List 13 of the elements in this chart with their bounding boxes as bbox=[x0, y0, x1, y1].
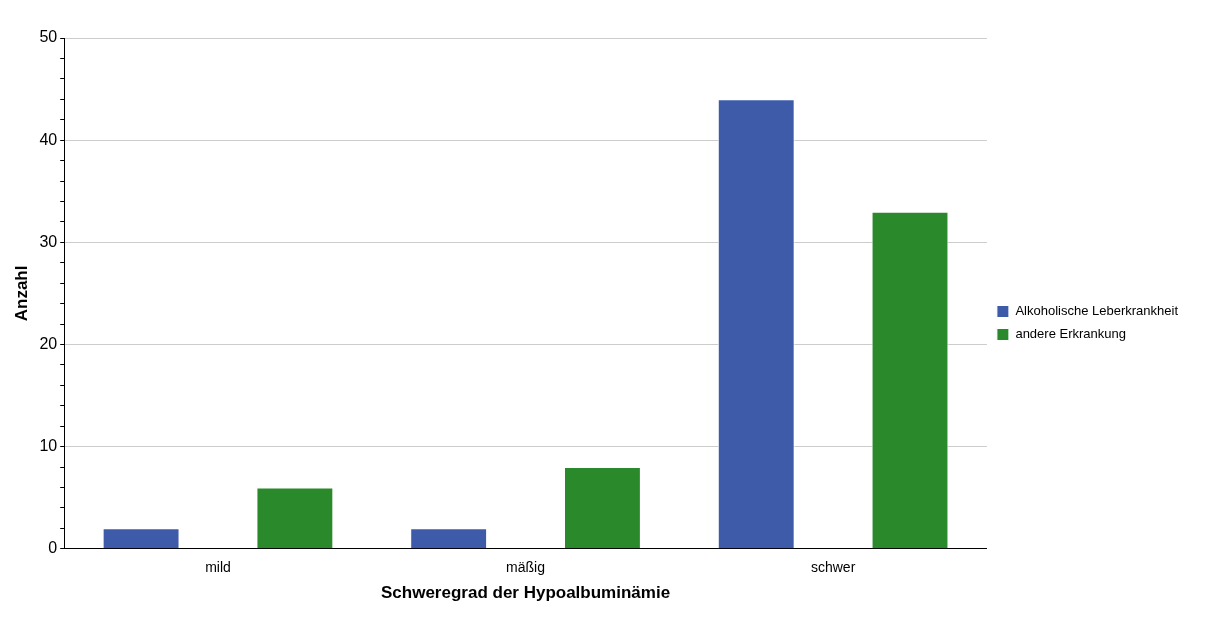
x-tick-label: schwer bbox=[810, 559, 856, 576]
y-tick-label: 0 bbox=[48, 539, 58, 557]
y-tick-label: 40 bbox=[39, 130, 58, 148]
y-tick-label: 10 bbox=[39, 437, 58, 455]
y-tick-label: 30 bbox=[39, 232, 58, 250]
y-tick-label: 20 bbox=[39, 334, 58, 352]
y-axis-title: Anzahl bbox=[11, 265, 31, 322]
y-tick-label: 50 bbox=[39, 28, 58, 46]
legend-label: Alkoholische Leberkrankheit bbox=[1015, 303, 1179, 319]
x-axis-title: Schweregrad der Hypoalbuminämie bbox=[381, 583, 671, 603]
x-tick-label: mild bbox=[205, 559, 231, 576]
legend-label: andere Erkrankung bbox=[1015, 326, 1126, 342]
x-tick-label: mäßig bbox=[506, 559, 545, 576]
